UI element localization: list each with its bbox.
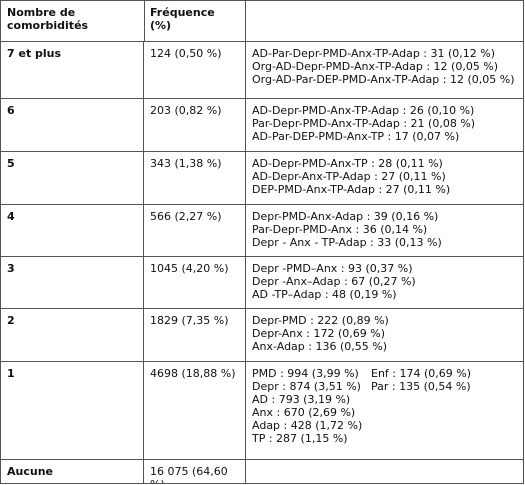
divider <box>1 1 145 41</box>
details: Depr -PMD–Anx : 93 (0,37 %) Depr -Anx–Ada… <box>246 257 523 308</box>
frequency: 4698 (18,88 %) <box>144 362 246 459</box>
table-row: 2 1829 (7,35 %) Depr-PMD : 222 (0,89 %) Dep… <box>1 308 523 361</box>
frequency: 1045 (4,20 %) <box>144 257 246 308</box>
detail-line: Par-Depr-PMD-Anx-TP-Adap : 21 (0,08 %) <box>252 117 476 130</box>
detail-line: Depr-PMD-Anx-Adap : 39 (0,16 %) <box>252 210 439 223</box>
detail-line: Depr-PMD : 222 (0,89 %) <box>252 314 389 327</box>
count: 4 <box>1 205 144 256</box>
details: AD-Depr-PMD-Anx-TP-Adap : 26 (0,10 %) Par… <box>246 99 523 151</box>
count: 1 <box>1 362 144 459</box>
details: AD-Depr-PMD-Anx-TP : 28 (0,11 %) AD-Depr-… <box>246 152 523 204</box>
count: 3 <box>1 257 144 308</box>
count: 2 <box>1 309 144 361</box>
detail-line: Depr - Anx - TP-Adap : 33 (0,13 %) <box>252 236 442 249</box>
header-details <box>246 1 523 41</box>
details: Depr-PMD : 222 (0,89 %) Depr-Anx : 172 (0… <box>246 309 523 361</box>
detail-line: DEP-PMD-Anx-TP-Adap : 27 (0,11 %) <box>252 183 451 196</box>
table-row: 6 203 (0,82 %) AD-Depr-PMD-Anx-TP-Adap : 2… <box>1 98 523 151</box>
details <box>246 460 523 483</box>
detail-line: Org-AD-Par-DEP-PMD-Anx-TP-Adap : 12 (0,0… <box>252 73 515 86</box>
count: Aucune <box>1 460 144 483</box>
detail-line: Par-Depr-PMD-Anx : 36 (0,14 %) <box>252 223 428 236</box>
detail-line: Depr-Anx : 172 (0,69 %) <box>252 327 385 340</box>
header-count: Nombre de comorbidités <box>7 6 89 32</box>
frequency: 566 (2,27 %) <box>144 205 246 256</box>
detail-line: AD-Depr-PMD-Anx-TP : 28 (0,11 %) <box>252 157 443 170</box>
frequency: 203 (0,82 %) <box>144 99 246 151</box>
frequency: 343 (1,38 %) <box>144 152 246 204</box>
table-row: 3 1045 (4,20 %) Depr -PMD–Anx : 93 (0,37 %… <box>1 256 523 308</box>
details-right: Enf : 174 (0,69 %) Par : 135 (0,54 %) <box>371 367 471 393</box>
frequency: 124 (0,50 %) <box>144 42 246 98</box>
detail-line: Adap : 428 (1,72 %) <box>252 419 363 432</box>
header-row: Nombre de comorbidités Fréquence (%) <box>1 1 523 41</box>
detail-line: AD-Par-DEP-PMD-Anx-TP : 17 (0,07 %) <box>252 130 460 143</box>
table-row: 1 4698 (18,88 %) PMD : 994 (3,99 %) Depr : … <box>1 361 523 459</box>
detail-line: Depr -Anx–Adap : 67 (0,27 %) <box>252 275 416 288</box>
count: 6 <box>1 99 144 151</box>
frequency: 16 075 (64,60 %) <box>144 460 246 483</box>
details: PMD : 994 (3,99 %) Depr : 874 (3,51 %) AD … <box>246 362 523 459</box>
count: 7 et plus <box>1 42 144 98</box>
detail-line: AD-Depr-PMD-Anx-TP-Adap : 26 (0,10 %) <box>252 104 475 117</box>
table-row: 7 et plus 124 (0,50 %) AD-Par-Depr-PMD-Anx… <box>1 41 523 98</box>
count: 5 <box>1 152 144 204</box>
detail-line: Depr : 874 (3,51 %) <box>252 380 361 393</box>
detail-line: AD-Depr-Anx-TP-Adap : 27 (0,11 %) <box>252 170 446 183</box>
detail-line: TP : 287 (1,15 %) <box>252 432 348 445</box>
detail-line: Par : 135 (0,54 %) <box>371 380 471 393</box>
detail-line: AD -TP–Adap : 48 (0,19 %) <box>252 288 397 301</box>
details: AD-Par-Depr-PMD-Anx-TP-Adap : 31 (0,12 %… <box>246 42 523 98</box>
details: Depr-PMD-Anx-Adap : 39 (0,16 %) Par-Depr-… <box>246 205 523 256</box>
detail-line: AD-Par-Depr-PMD-Anx-TP-Adap : 31 (0,12 %… <box>252 47 496 60</box>
detail-line: Depr -PMD–Anx : 93 (0,37 %) <box>252 262 413 275</box>
frequency: 1829 (7,35 %) <box>144 309 246 361</box>
detail-line: AD : 793 (3,19 %) <box>252 393 351 406</box>
table-row: 5 343 (1,38 %) AD-Depr-PMD-Anx-TP : 28 (0,… <box>1 151 523 204</box>
header-frequency: Fréquence (%) <box>144 1 246 41</box>
detail-line: PMD : 994 (3,99 %) <box>252 367 359 380</box>
detail-line: Enf : 174 (0,69 %) <box>371 367 472 380</box>
table-row: 4 566 (2,27 %) Depr-PMD-Anx-Adap : 39 (0,1… <box>1 204 523 256</box>
detail-line: Org-AD-Depr-PMD-Anx-TP-Adap : 12 (0,05 %… <box>252 60 499 73</box>
detail-line: Anx-Adap : 136 (0,55 %) <box>252 340 387 353</box>
detail-line: Anx : 670 (2,69 %) <box>252 406 356 419</box>
